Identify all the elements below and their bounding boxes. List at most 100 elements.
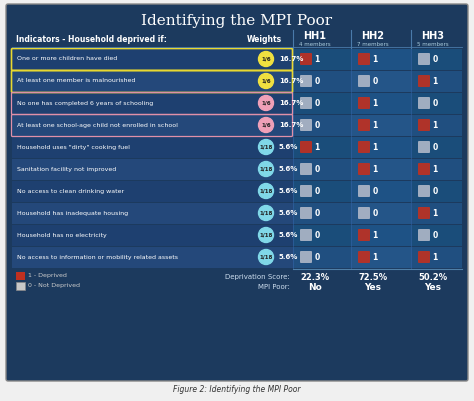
Circle shape: [258, 95, 273, 111]
Bar: [12, 158, 293, 180]
Text: Household uses "dirty" cooking fuel: Household uses "dirty" cooking fuel: [17, 144, 130, 150]
Text: Yes: Yes: [425, 282, 441, 292]
FancyBboxPatch shape: [418, 75, 430, 87]
FancyBboxPatch shape: [300, 75, 312, 87]
Bar: [293, 115, 351, 136]
Text: 5.6%: 5.6%: [279, 166, 298, 172]
Text: HH1: HH1: [303, 31, 327, 41]
FancyBboxPatch shape: [418, 207, 430, 219]
Bar: [12, 49, 293, 70]
Text: 0: 0: [432, 186, 438, 196]
Text: 1: 1: [315, 55, 320, 63]
Text: Identifying the MPI Poor: Identifying the MPI Poor: [141, 14, 333, 28]
FancyBboxPatch shape: [300, 97, 312, 109]
Text: 0: 0: [373, 186, 378, 196]
Bar: [351, 203, 411, 224]
Text: 0 - Not Deprived: 0 - Not Deprived: [28, 284, 80, 288]
FancyBboxPatch shape: [418, 229, 430, 241]
FancyBboxPatch shape: [358, 141, 370, 153]
Text: No access to information or mobility related assets: No access to information or mobility rel…: [17, 255, 178, 259]
Text: 5.6%: 5.6%: [279, 188, 298, 194]
Bar: [351, 71, 411, 92]
Text: 16.7%: 16.7%: [279, 56, 303, 62]
Text: 1/18: 1/18: [259, 211, 273, 215]
Text: 1: 1: [432, 253, 438, 261]
Text: One or more children have died: One or more children have died: [17, 57, 117, 61]
Text: 16.7%: 16.7%: [279, 78, 303, 84]
Text: HH3: HH3: [421, 31, 445, 41]
Circle shape: [258, 249, 273, 265]
FancyBboxPatch shape: [300, 53, 312, 65]
Text: 1: 1: [432, 77, 438, 85]
Text: Weights: Weights: [246, 34, 282, 43]
FancyBboxPatch shape: [358, 251, 370, 263]
FancyBboxPatch shape: [418, 251, 430, 263]
Text: 22.3%: 22.3%: [301, 273, 329, 282]
Text: 1/18: 1/18: [259, 144, 273, 150]
Text: 1: 1: [315, 142, 320, 152]
Text: 1/18: 1/18: [259, 255, 273, 259]
Bar: [411, 49, 462, 70]
Bar: [351, 115, 411, 136]
Bar: [12, 247, 293, 268]
FancyBboxPatch shape: [418, 141, 430, 153]
Bar: [351, 136, 411, 158]
Text: 50.2%: 50.2%: [419, 273, 447, 282]
FancyBboxPatch shape: [358, 185, 370, 197]
Bar: [12, 115, 293, 136]
Text: 0: 0: [315, 253, 320, 261]
Bar: [293, 247, 351, 268]
FancyBboxPatch shape: [358, 207, 370, 219]
Text: No access to clean drinking water: No access to clean drinking water: [17, 188, 124, 194]
Text: 1: 1: [432, 209, 438, 217]
Bar: [293, 71, 351, 92]
Text: 1 - Deprived: 1 - Deprived: [28, 273, 67, 279]
FancyBboxPatch shape: [418, 185, 430, 197]
Bar: [16, 272, 25, 280]
Text: 16.7%: 16.7%: [279, 100, 303, 106]
FancyBboxPatch shape: [300, 141, 312, 153]
Text: 1: 1: [432, 120, 438, 130]
Text: 5.6%: 5.6%: [279, 232, 298, 238]
Bar: [12, 93, 293, 114]
Text: 1/18: 1/18: [259, 166, 273, 172]
Circle shape: [258, 184, 273, 198]
Bar: [293, 136, 351, 158]
Text: 0: 0: [432, 142, 438, 152]
Text: 0: 0: [315, 77, 320, 85]
Bar: [411, 225, 462, 246]
Text: 72.5%: 72.5%: [358, 273, 388, 282]
Circle shape: [258, 205, 273, 221]
FancyBboxPatch shape: [358, 119, 370, 131]
Bar: [411, 247, 462, 268]
Circle shape: [258, 51, 273, 67]
FancyBboxPatch shape: [358, 229, 370, 241]
Bar: [293, 49, 351, 70]
Text: MPI Poor:: MPI Poor:: [258, 284, 290, 290]
Circle shape: [258, 140, 273, 154]
Text: 1/18: 1/18: [259, 188, 273, 194]
Bar: [12, 180, 293, 202]
Text: 4 members: 4 members: [299, 43, 331, 47]
Text: 0: 0: [373, 209, 378, 217]
FancyBboxPatch shape: [300, 229, 312, 241]
Text: 5.6%: 5.6%: [279, 210, 298, 216]
Bar: [293, 158, 351, 180]
Bar: [12, 136, 293, 158]
Text: 0: 0: [315, 120, 320, 130]
Bar: [351, 93, 411, 114]
Text: 0: 0: [315, 186, 320, 196]
Text: 0: 0: [315, 164, 320, 174]
Bar: [411, 115, 462, 136]
Text: Yes: Yes: [365, 282, 382, 292]
Text: 1: 1: [373, 55, 378, 63]
Text: 5.6%: 5.6%: [279, 254, 298, 260]
Text: 1: 1: [373, 142, 378, 152]
Text: Figure 2: Identifying the MPI Poor: Figure 2: Identifying the MPI Poor: [173, 385, 301, 395]
Text: Sanitation facility not improved: Sanitation facility not improved: [17, 166, 116, 172]
Text: 1/6: 1/6: [261, 101, 271, 105]
Text: 5.6%: 5.6%: [279, 144, 298, 150]
Bar: [293, 93, 351, 114]
FancyBboxPatch shape: [300, 119, 312, 131]
Bar: [12, 203, 293, 224]
